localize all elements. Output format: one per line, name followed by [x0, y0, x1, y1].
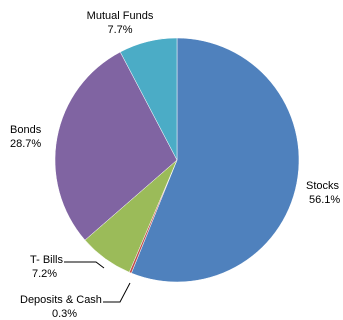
slice-label-stocks-name: Stocks: [306, 180, 340, 192]
slice-label-deposits-and-cash: Deposits & Cash 0.3%: [20, 294, 102, 320]
pie-slice-stocks: [131, 37, 300, 283]
slice-labels: Stocks 56.1% Deposits & Cash 0.3% T- Bills 7.…: [10, 10, 340, 320]
slice-label-stocks-value: 56.1%: [309, 194, 340, 206]
pie-slice-bonds: [54, 51, 178, 241]
leader-lines: [64, 261, 131, 303]
pie-slice-mutual-funds: [119, 37, 178, 161]
slice-label-deposits-and-cash-value: 0.3%: [52, 308, 77, 320]
pie-slices: [54, 37, 300, 283]
leader-line-t-bills: [64, 261, 105, 269]
slice-label-t-bills-name: T- Bills: [30, 254, 64, 266]
slice-label-bonds-name: Bonds: [10, 124, 42, 136]
slice-label-mutual-funds-name: Mutual Funds: [87, 10, 154, 22]
leader-line-deposits-and-cash: [103, 282, 131, 303]
slice-label-bonds: Bonds 28.7%: [10, 124, 42, 150]
slice-label-stocks: Stocks 56.1%: [306, 180, 340, 206]
slice-label-mutual-funds-value: 7.7%: [107, 24, 132, 36]
slice-label-t-bills-value: 7.2%: [32, 268, 57, 280]
slice-label-t-bills: T- Bills 7.2%: [30, 254, 64, 280]
slice-label-bonds-value: 28.7%: [10, 138, 41, 150]
slice-label-deposits-and-cash-name: Deposits & Cash: [20, 294, 102, 306]
slice-label-mutual-funds: Mutual Funds 7.7%: [87, 10, 154, 36]
